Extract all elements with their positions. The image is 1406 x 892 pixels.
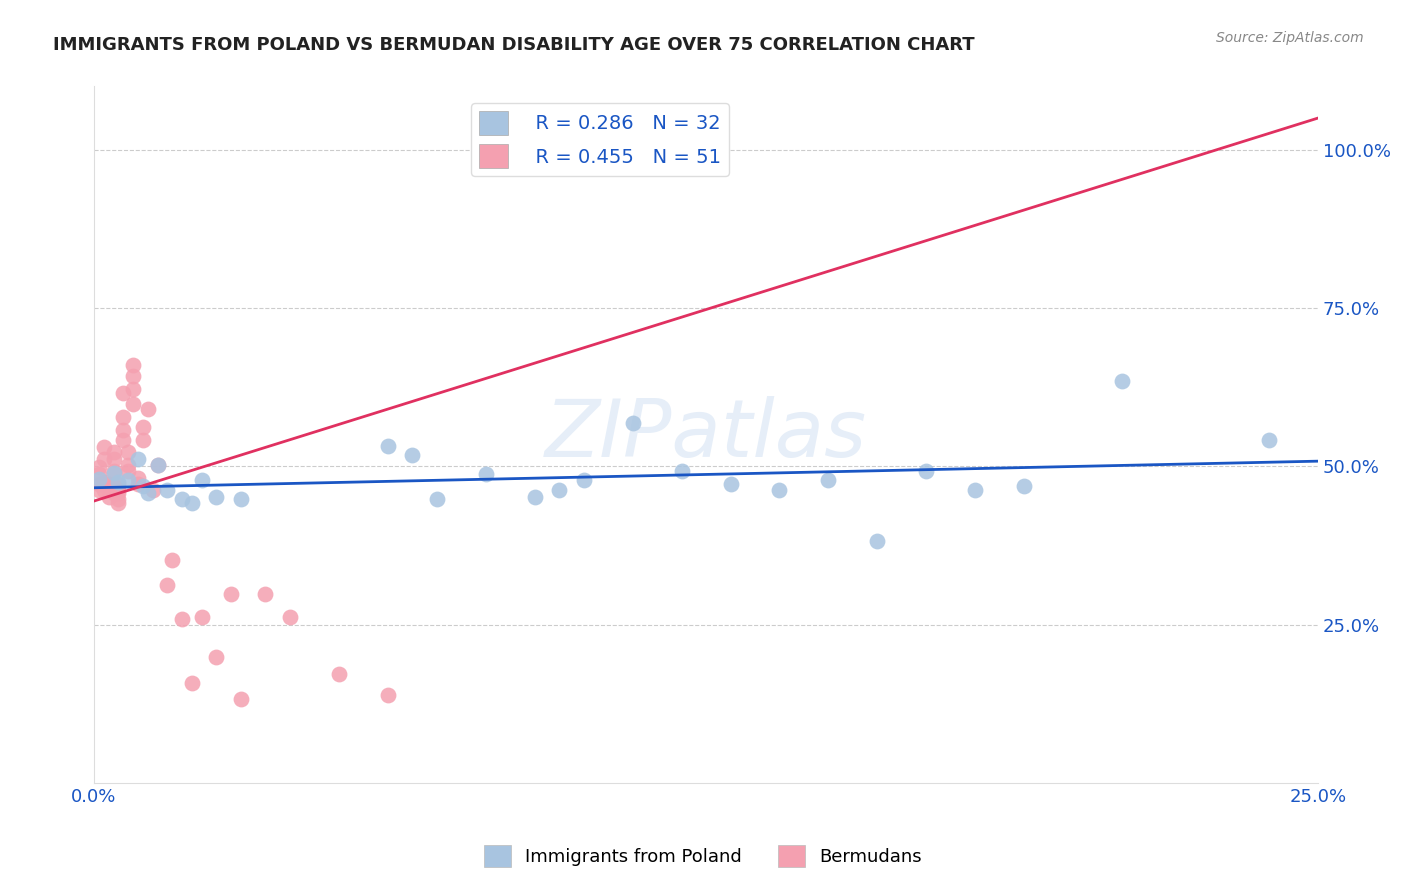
Point [122,369,145,384]
Point [328,666,350,681]
Point [87,460,110,475]
Point [866,533,889,548]
Point [97,477,120,491]
Legend:   R = 0.286   N = 32,   R = 0.455   N = 51: R = 0.286 N = 32, R = 0.455 N = 51 [471,103,730,176]
Point [205,650,228,665]
Point [132,420,155,434]
Point [112,433,135,447]
Point [107,496,129,510]
Point [219,587,242,601]
Point [97,490,120,504]
Point [142,483,165,498]
Point [103,445,125,459]
Point [97,483,120,498]
Point [107,477,129,491]
Point [278,610,301,624]
Point [768,483,790,498]
Point [127,470,149,484]
Point [107,475,129,489]
Point [93,483,115,498]
Point [474,467,496,481]
Legend: Immigrants from Poland, Bermudans: Immigrants from Poland, Bermudans [477,838,929,874]
Point [965,483,987,498]
Point [136,402,159,417]
Point [1014,479,1036,493]
Point [103,466,125,480]
Point [572,473,595,487]
Point [112,386,135,401]
Point [122,397,145,411]
Point [377,439,399,453]
Point [720,477,742,491]
Point [103,479,125,493]
Point [122,382,145,396]
Point [117,473,139,487]
Point [87,483,110,498]
Point [117,445,139,459]
Point [229,492,252,507]
Point [1258,433,1281,447]
Point [136,485,159,500]
Point [170,612,193,626]
Point [180,496,202,510]
Point [87,472,110,486]
Point [107,483,129,498]
Point [190,473,212,487]
Point [93,475,115,489]
Point [156,578,179,592]
Point [426,492,449,507]
Point [107,485,129,500]
Point [103,464,125,478]
Point [1111,374,1133,388]
Point [117,458,139,472]
Point [132,433,155,447]
Point [621,416,644,430]
Point [401,448,423,462]
Text: Source: ZipAtlas.com: Source: ZipAtlas.com [1216,31,1364,45]
Point [229,692,252,706]
Point [162,553,184,567]
Point [548,483,571,498]
Point [205,490,228,504]
Point [377,689,399,703]
Point [112,423,135,437]
Point [156,483,179,498]
Point [87,477,110,491]
Point [523,490,546,504]
Point [103,485,125,500]
Text: IMMIGRANTS FROM POLAND VS BERMUDAN DISABILITY AGE OVER 75 CORRELATION CHART: IMMIGRANTS FROM POLAND VS BERMUDAN DISAB… [53,36,974,54]
Point [127,451,149,466]
Point [93,440,115,454]
Point [915,464,938,478]
Point [87,467,110,481]
Point [103,451,125,466]
Point [817,473,839,487]
Point [93,451,115,466]
Point [132,479,155,493]
Point [127,477,149,491]
Point [146,458,169,472]
Point [146,458,169,472]
Point [254,587,277,601]
Point [190,610,212,624]
Point [117,464,139,478]
Point [170,492,193,507]
Point [112,409,135,424]
Point [671,464,693,478]
Point [107,492,129,507]
Text: ZIPatlas: ZIPatlas [546,395,868,474]
Point [122,358,145,372]
Point [180,675,202,690]
